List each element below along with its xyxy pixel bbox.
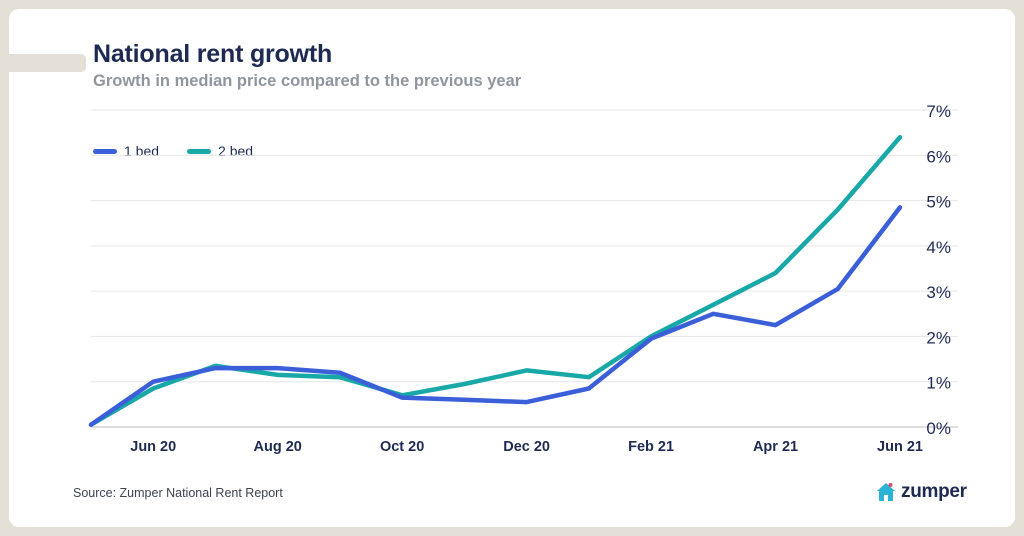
series-line-1-bed <box>88 205 903 427</box>
zumper-logo: zumper <box>875 481 967 503</box>
source-note: Source: Zumper National Rent Report <box>73 486 283 500</box>
x-tick-label-2021-06: Jun 21 <box>877 439 923 455</box>
chart-card <box>9 9 1015 527</box>
y-tick-label-1: 1% <box>926 374 951 393</box>
y-tick-label-7: 7% <box>926 102 951 121</box>
y-tick-label-5: 5% <box>926 193 951 212</box>
legend-swatch-2-bed <box>187 148 212 154</box>
x-tick-label-2020-10: Oct 20 <box>380 439 424 455</box>
y-tick-label-2: 2% <box>926 328 951 347</box>
chart-subtitle: Growth in median price compared to the p… <box>93 72 522 90</box>
chart-title: National rent growth <box>93 40 333 68</box>
decorative-tab <box>9 54 86 72</box>
y-tick-label-4: 4% <box>926 238 951 257</box>
x-tick-label-2020-12: Dec 20 <box>503 439 550 455</box>
y-tick-label-3: 3% <box>926 283 951 302</box>
x-tick-label-2021-04: Apr 21 <box>753 439 798 455</box>
legend-swatch-1-bed <box>93 148 117 154</box>
y-tick-label-6: 6% <box>926 147 951 166</box>
x-tick-label-2021-02: Feb 21 <box>628 439 674 455</box>
house-icon <box>877 483 895 501</box>
x-tick-label-2020-08: Aug 20 <box>254 439 302 455</box>
x-tick-label-2020-06: Jun 20 <box>130 439 176 455</box>
y-tick-label-0: 0% <box>926 419 951 438</box>
logo-text: zumper <box>901 481 967 502</box>
